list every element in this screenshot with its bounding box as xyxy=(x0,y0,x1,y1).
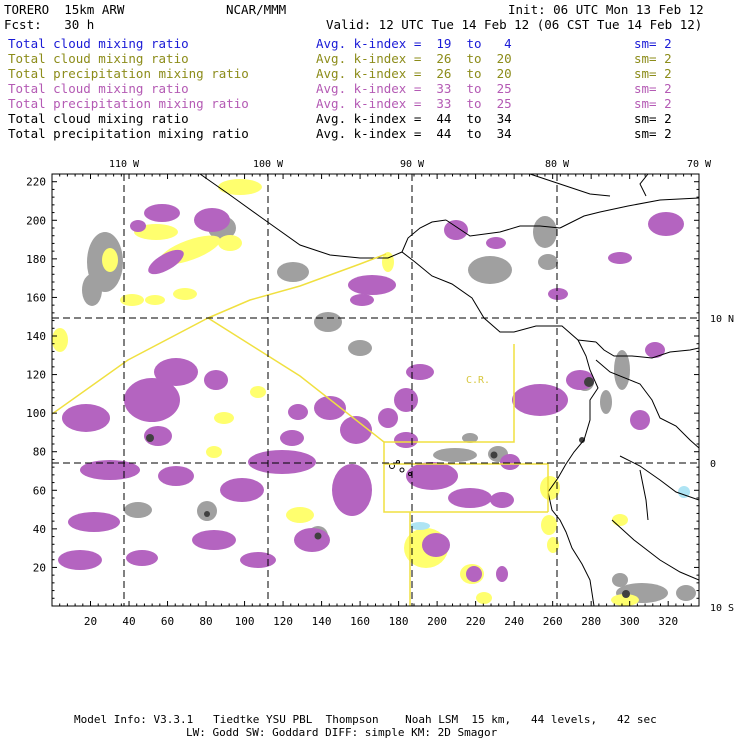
legend-field: Total cloud mixing ratio xyxy=(8,36,189,51)
legend-field: Total cloud mixing ratio xyxy=(8,51,189,66)
longitude-label: 80 W xyxy=(545,159,570,170)
latitude-label: 10 S xyxy=(710,603,734,614)
y-tick-label: 200 xyxy=(26,214,46,227)
latitude-label: 0 xyxy=(710,459,716,470)
latitude-label: 10 N xyxy=(710,314,734,325)
longitude-label: 110 W xyxy=(109,159,140,170)
gray-cloud-field xyxy=(82,216,696,603)
x-tick-label: 280 xyxy=(581,615,601,628)
region-boundaries xyxy=(52,253,549,606)
purple-cloud-field xyxy=(58,204,684,582)
forecast-hour: Fcst: 30 h xyxy=(4,17,95,32)
yellow-precip-field xyxy=(52,179,639,606)
legend-sm: sm= 2 xyxy=(634,126,672,141)
x-tick-label: 200 xyxy=(427,615,447,628)
footer-model-info: Model Info: V3.3.1 Tiedtke YSU PBL Thomp… xyxy=(74,713,657,726)
legend-sm: sm= 2 xyxy=(634,81,672,96)
axis-labels: 20 40 60 80 100 120 140 160 180 200 220 240 260 280 30… xyxy=(26,159,734,628)
legend-sm: sm= 2 xyxy=(634,66,672,81)
y-tick-label: 180 xyxy=(26,253,46,266)
model-title: TORERO 15km ARW xyxy=(4,2,125,17)
legend-sm: sm= 2 xyxy=(634,96,672,111)
legend-field: Total cloud mixing ratio xyxy=(8,111,189,126)
light-blue-field xyxy=(410,486,690,530)
legend-sm: sm= 2 xyxy=(634,51,672,66)
y-tick-label: 220 xyxy=(26,176,46,189)
x-tick-label: 40 xyxy=(122,615,135,628)
legend-sm: sm= 2 xyxy=(634,36,672,51)
y-tick-label: 140 xyxy=(26,330,46,343)
x-tick-label: 120 xyxy=(273,615,293,628)
legend-sm: sm= 2 xyxy=(634,111,672,126)
x-tick-label: 160 xyxy=(350,615,370,628)
x-tick-label: 60 xyxy=(161,615,174,628)
y-tick-label: 160 xyxy=(26,291,46,304)
y-tick-label: 60 xyxy=(33,484,46,497)
x-tick-label: 240 xyxy=(504,615,524,628)
x-tick-label: 80 xyxy=(199,615,212,628)
axis-ticks xyxy=(51,173,700,607)
legend-field: Total precipitation mixing ratio xyxy=(8,126,249,141)
legend-field: Total precipitation mixing ratio xyxy=(8,66,249,81)
coastline xyxy=(199,174,699,606)
legend-kindex: Avg. k-index = 44 to 34 xyxy=(316,111,512,126)
longitude-label: 70 W xyxy=(687,159,712,170)
lat-lon-grid xyxy=(52,174,699,606)
org-label: NCAR/MMM xyxy=(226,2,287,17)
legend-kindex: Avg. k-index = 26 to 20 xyxy=(316,51,512,66)
longitude-label: 100 W xyxy=(253,159,284,170)
valid-time: Valid: 12 UTC Tue 14 Feb 12 (06 CST Tue … xyxy=(326,17,703,32)
legend-kindex: Avg. k-index = 19 to 4 xyxy=(316,36,512,51)
y-tick-label: 40 xyxy=(33,523,46,536)
y-tick-label: 20 xyxy=(33,561,46,574)
init-time: Init: 06 UTC Mon 13 Feb 12 xyxy=(508,2,704,17)
footer-physics: LW: Godd SW: Goddard DIFF: simple KM: 2D… xyxy=(186,726,498,739)
x-tick-label: 320 xyxy=(658,615,678,628)
x-tick-label: 20 xyxy=(84,615,97,628)
legend-kindex: Avg. k-index = 26 to 20 xyxy=(316,66,512,81)
dark-cloud-cores xyxy=(146,377,630,598)
legend-kindex: Avg. k-index = 44 to 34 xyxy=(316,126,512,141)
annotation-cr: C.R. xyxy=(466,375,490,386)
y-tick-label: 80 xyxy=(33,446,46,459)
legend-field: Total cloud mixing ratio xyxy=(8,81,189,96)
longitude-label: 90 W xyxy=(400,159,425,170)
field-layer xyxy=(52,174,699,606)
x-tick-label: 300 xyxy=(620,615,640,628)
y-tick-label: 100 xyxy=(26,407,46,420)
x-tick-label: 260 xyxy=(543,615,563,628)
legend-kindex: Avg. k-index = 33 to 25 xyxy=(316,81,512,96)
legend-kindex: Avg. k-index = 33 to 25 xyxy=(316,96,512,111)
x-tick-label: 100 xyxy=(235,615,255,628)
x-tick-label: 180 xyxy=(389,615,409,628)
x-tick-label: 220 xyxy=(466,615,486,628)
legend-field: Total precipitation mixing ratio xyxy=(8,96,249,111)
x-tick-label: 140 xyxy=(312,615,332,628)
y-tick-label: 120 xyxy=(26,369,46,382)
